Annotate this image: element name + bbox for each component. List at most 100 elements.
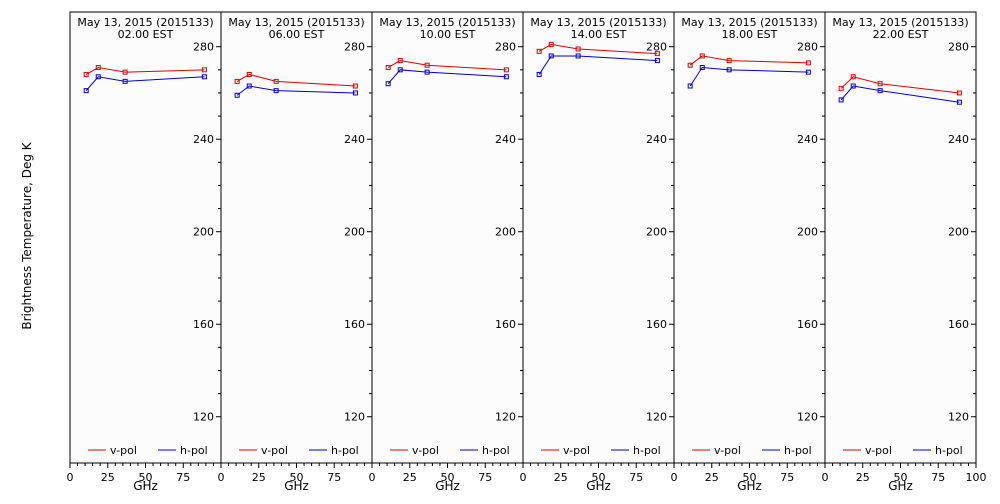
y-tick-label: 280 xyxy=(797,41,818,54)
data-point-h-pol xyxy=(385,81,391,87)
y-tick-label: 120 xyxy=(797,411,818,424)
x-tick-label: 75 xyxy=(780,471,794,484)
y-tick-label: 160 xyxy=(797,318,818,331)
legend-label-v-pol: v-pol xyxy=(563,444,590,457)
y-tick-label: 200 xyxy=(495,226,516,239)
x-axis-label: GHz xyxy=(284,479,309,493)
x-tick-label: 75 xyxy=(176,471,190,484)
data-point-h-pol xyxy=(352,90,358,96)
data-point-v-pol xyxy=(575,46,581,52)
data-point-v-pol xyxy=(877,81,883,87)
panel-title: May 13, 2015 (2015133) xyxy=(379,16,515,29)
data-point-v-pol xyxy=(246,71,252,77)
data-point-h-pol xyxy=(246,83,252,89)
y-tick-label: 120 xyxy=(495,411,516,424)
y-tick-label: 200 xyxy=(797,226,818,239)
x-tick-label: 50 xyxy=(592,471,606,484)
panel-subtitle: 14.00 EST xyxy=(571,28,627,41)
x-tick-label: 0 xyxy=(218,471,225,484)
y-tick-label: 160 xyxy=(193,318,214,331)
y-tick-label: 280 xyxy=(646,41,667,54)
legend-label-h-pol: h-pol xyxy=(935,444,963,457)
x-axis-label: GHz xyxy=(133,479,158,493)
y-tick-label: 200 xyxy=(344,226,365,239)
chart-panel-5: May 13, 2015 (2015133)18.00 EST 120 160 200… xyxy=(671,11,826,493)
data-point-h-pol xyxy=(575,53,581,59)
series-line-v-pol xyxy=(840,76,960,94)
x-axis-label: GHz xyxy=(737,479,762,493)
data-point-v-pol xyxy=(536,48,542,54)
data-point-h-pol xyxy=(850,83,856,89)
y-tick-label: 160 xyxy=(344,318,365,331)
y-tick-label: 280 xyxy=(193,41,214,54)
plot-frame xyxy=(824,11,977,464)
y-tick-label: 240 xyxy=(948,133,969,146)
data-point-v-pol xyxy=(352,83,358,89)
x-tick-label: 75 xyxy=(327,471,341,484)
series-line-h-pol xyxy=(538,55,658,75)
x-tick-label: 50 xyxy=(894,471,908,484)
data-point-h-pol xyxy=(503,74,509,80)
plot-area xyxy=(70,12,221,463)
plot-area xyxy=(825,12,976,463)
y-tick-label: 240 xyxy=(193,133,214,146)
series-line-v-pol xyxy=(538,43,658,55)
plot-area xyxy=(674,12,825,463)
data-point-v-pol xyxy=(654,51,660,57)
series-line-h-pol xyxy=(85,76,205,91)
y-tick-label: 160 xyxy=(646,318,667,331)
data-point-h-pol xyxy=(956,99,962,105)
x-axis-label: GHz xyxy=(888,479,913,493)
data-point-v-pol xyxy=(838,85,844,91)
data-point-h-pol xyxy=(877,88,883,94)
y-tick-label: 280 xyxy=(948,41,969,54)
data-point-h-pol xyxy=(699,65,705,71)
plot-area xyxy=(372,12,523,463)
x-tick-label: 0 xyxy=(67,471,74,484)
panel-subtitle: 10.00 EST xyxy=(420,28,476,41)
y-tick-label: 240 xyxy=(344,133,365,146)
panel-title: May 13, 2015 (2015133) xyxy=(681,16,817,29)
data-point-h-pol xyxy=(273,88,279,94)
series-line-h-pol xyxy=(840,85,960,103)
y-tick-label: 280 xyxy=(344,41,365,54)
panel-subtitle: 18.00 EST xyxy=(722,28,778,41)
x-tick-label: 25 xyxy=(554,471,568,484)
x-tick-label: 50 xyxy=(290,471,304,484)
x-tick-label: 0 xyxy=(520,471,527,484)
x-axis-label: GHz xyxy=(586,479,611,493)
legend-label-h-pol: h-pol xyxy=(784,444,812,457)
data-point-h-pol xyxy=(424,69,430,75)
x-tick-label: 25 xyxy=(403,471,417,484)
data-point-v-pol xyxy=(95,65,101,71)
chart-panel-6: May 13, 2015 (2015133)22.00 EST 120 160 200… xyxy=(822,11,987,493)
series-line-h-pol xyxy=(387,69,507,85)
y-tick-label: 280 xyxy=(495,41,516,54)
data-point-h-pol xyxy=(122,78,128,84)
x-tick-label: 100 xyxy=(966,471,987,484)
y-tick-label: 120 xyxy=(646,411,667,424)
data-point-h-pol xyxy=(726,67,732,73)
series-line-v-pol xyxy=(85,66,205,75)
data-point-v-pol xyxy=(726,58,732,64)
y-tick-label: 120 xyxy=(193,411,214,424)
y-tick-label: 120 xyxy=(344,411,365,424)
data-point-v-pol xyxy=(805,60,811,66)
x-tick-label: 50 xyxy=(139,471,153,484)
x-tick-label: 75 xyxy=(478,471,492,484)
data-point-v-pol xyxy=(956,90,962,96)
series-line-h-pol xyxy=(236,85,356,96)
data-point-h-pol xyxy=(838,97,844,103)
panel-subtitle: 06.00 EST xyxy=(269,28,325,41)
y-tick-label: 200 xyxy=(193,226,214,239)
data-point-h-pol xyxy=(234,92,240,98)
data-point-h-pol xyxy=(687,83,693,89)
data-point-h-pol xyxy=(805,69,811,75)
data-point-h-pol xyxy=(397,67,403,73)
data-point-v-pol xyxy=(234,78,240,84)
legend-label-h-pol: h-pol xyxy=(331,444,359,457)
y-tick-label: 240 xyxy=(797,133,818,146)
x-tick-label: 0 xyxy=(822,471,829,484)
chart-panel-2: May 13, 2015 (2015133)06.00 EST 120 160 200… xyxy=(218,11,373,493)
